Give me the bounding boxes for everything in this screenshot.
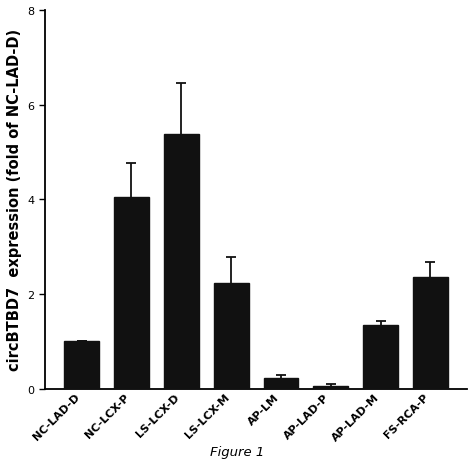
Y-axis label: circBTBD7  expression (fold of NC-LAD-D): circBTBD7 expression (fold of NC-LAD-D) [7,29,22,370]
Bar [164,135,199,389]
Bar [413,278,448,389]
Bar [64,342,99,389]
Bar [313,386,348,389]
Bar [363,325,398,389]
Bar [114,197,149,389]
Bar [214,284,248,389]
Bar [264,378,299,389]
Text: Figure 1: Figure 1 [210,445,264,458]
